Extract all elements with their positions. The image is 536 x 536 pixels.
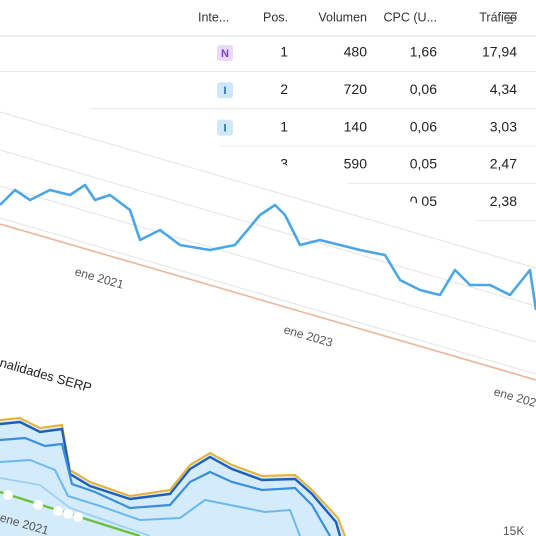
sort-icon[interactable] bbox=[503, 12, 517, 24]
cell: 480 bbox=[344, 44, 368, 60]
intent-label: N bbox=[221, 48, 229, 60]
column-header: Inte... bbox=[198, 10, 229, 24]
cell: 4,34 bbox=[490, 81, 517, 97]
trend-panel bbox=[0, 82, 536, 536]
cell: 1,66 bbox=[410, 44, 437, 60]
cell: 0,05 bbox=[410, 156, 437, 172]
cell: 17,94 bbox=[482, 44, 517, 60]
column-header: CPC (U... bbox=[384, 10, 437, 24]
intent-label: I bbox=[223, 85, 226, 97]
cell: 2,47 bbox=[490, 156, 517, 172]
column-header: Volumen bbox=[318, 10, 367, 24]
cell: 590 bbox=[344, 156, 368, 172]
y-axis-label: 15K bbox=[503, 524, 524, 536]
trend-grid bbox=[0, 111, 536, 375]
intent-badge bbox=[217, 119, 233, 136]
keyword-table: N 1 480 1,66 17,94 I 2 720 0,06 4,34 I 1 140 0,06 3,03… bbox=[0, 10, 536, 222]
intent-label: I bbox=[223, 123, 226, 135]
intent-badge bbox=[217, 82, 233, 99]
cell: 2,38 bbox=[490, 193, 517, 209]
serp-chart bbox=[0, 416, 346, 536]
cell: 3 bbox=[280, 156, 288, 172]
cell: 2 bbox=[280, 81, 288, 97]
cell: 0,06 bbox=[410, 81, 437, 97]
column-header: Tráfico bbox=[479, 10, 517, 24]
cell: 1 bbox=[280, 44, 288, 60]
column-header: Pos. bbox=[263, 10, 288, 24]
intent-badge bbox=[217, 45, 233, 61]
cell: 3,03 bbox=[490, 118, 517, 134]
trend-line-secondary bbox=[0, 223, 536, 381]
cell: 0,06 bbox=[410, 118, 437, 134]
cell: 140 bbox=[344, 118, 368, 134]
cell: 720 bbox=[344, 81, 368, 97]
trend-line bbox=[0, 183, 536, 311]
cell: 1 bbox=[280, 118, 288, 134]
